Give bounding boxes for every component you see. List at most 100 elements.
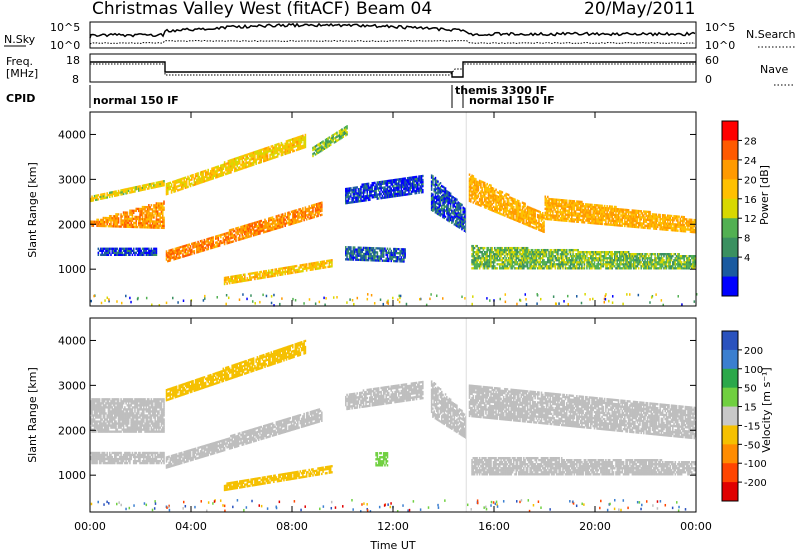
data-cell (312, 268, 314, 271)
data-cell (136, 217, 139, 221)
data-cell (488, 194, 491, 197)
data-cell (352, 198, 355, 202)
data-cell (141, 217, 144, 221)
data-cell (202, 174, 204, 177)
data-cell (249, 160, 251, 164)
data-cell (510, 198, 512, 202)
data-cell (490, 208, 492, 212)
data-cell (351, 197, 353, 200)
data-cell (242, 160, 245, 164)
data-cell (321, 147, 323, 150)
data-cell (447, 209, 449, 212)
data-cell (293, 217, 295, 221)
data-cell (167, 190, 169, 193)
data-cell (355, 186, 357, 189)
data-cell (500, 204, 502, 208)
data-cell (319, 205, 322, 209)
data-cell (149, 222, 151, 225)
data-cell (124, 253, 126, 257)
date-label: 20/May/2011 (584, 0, 696, 19)
data-cell (348, 189, 351, 192)
data-cell (381, 194, 384, 198)
data-cell (244, 277, 246, 280)
data-cell (163, 224, 165, 228)
data-cell (292, 142, 294, 145)
data-cell (242, 162, 245, 166)
data-cell (151, 224, 154, 227)
data-cell (121, 190, 124, 194)
data-cell (188, 243, 191, 246)
data-cell (235, 280, 237, 284)
data-cell (235, 159, 237, 162)
data-cell (432, 201, 434, 204)
data-cell (437, 210, 439, 214)
data-cell (280, 213, 283, 217)
data-cell (369, 194, 371, 197)
data-cell (352, 192, 355, 196)
data-cell (189, 247, 192, 250)
data-cell (237, 280, 240, 283)
data-cell (476, 194, 478, 198)
data-cell (366, 196, 369, 200)
data-cell (236, 233, 239, 236)
data-cell (112, 217, 115, 220)
data-cell (167, 260, 169, 263)
data-cell (504, 208, 506, 211)
data-cell (499, 208, 501, 211)
data-cell (298, 214, 300, 217)
data-cell (512, 218, 515, 221)
data-cell (401, 181, 404, 185)
data-cell (312, 206, 314, 209)
data-cell (370, 259, 372, 262)
data-cell (314, 211, 317, 214)
data-cell (155, 224, 158, 227)
data-cell (278, 226, 280, 229)
data-cell (399, 250, 401, 253)
data-cell (491, 203, 494, 206)
data-cell (297, 136, 299, 139)
data-cell (319, 214, 322, 217)
data-cell (437, 206, 439, 210)
data-cell (233, 233, 236, 237)
data-cell (124, 223, 126, 226)
data-cell (254, 225, 256, 229)
data-cell (375, 251, 377, 254)
data-cell (154, 183, 156, 187)
data-cell (232, 275, 235, 278)
data-cell (110, 193, 112, 196)
data-cell (400, 179, 403, 183)
data-cell (324, 140, 327, 144)
data-cell (463, 221, 466, 224)
data-cell (108, 216, 111, 220)
data-cell (127, 251, 130, 254)
data-cell (363, 187, 366, 190)
data-cell (372, 249, 375, 252)
data-cell (323, 266, 326, 269)
data-cell (495, 198, 497, 201)
data-cell (196, 251, 198, 254)
data-cell (294, 269, 297, 272)
data-cell (458, 224, 461, 227)
data-cell (524, 210, 526, 214)
data-cell (279, 269, 281, 272)
data-cell (444, 195, 447, 198)
data-cell (514, 208, 516, 211)
data-cell (433, 208, 435, 211)
data-cell (202, 249, 204, 252)
data-cell (173, 190, 175, 193)
data-cell (284, 268, 286, 272)
data-cell (374, 253, 376, 256)
data-cell (135, 219, 138, 223)
data-cell (371, 190, 374, 193)
data-cell (475, 184, 477, 187)
data-cell (293, 137, 295, 140)
data-cell (442, 197, 444, 201)
data-cell (448, 217, 451, 221)
data-cell (100, 195, 102, 198)
data-cell (217, 234, 220, 238)
data-cell (257, 273, 260, 276)
data-cell (102, 216, 105, 220)
data-cell (463, 211, 466, 214)
data-cell (519, 204, 521, 207)
data-cell (150, 186, 153, 190)
